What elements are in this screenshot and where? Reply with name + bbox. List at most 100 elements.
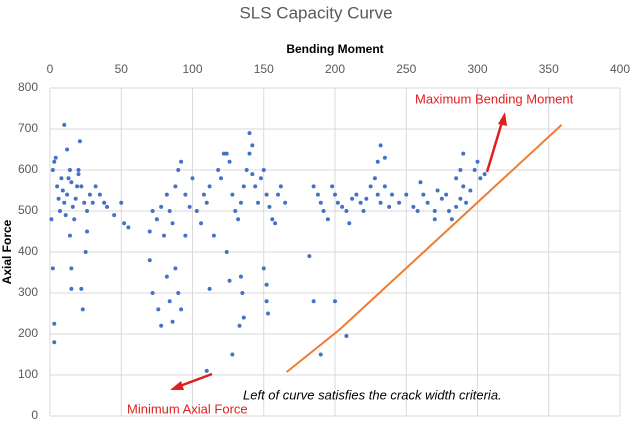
point	[216, 168, 221, 172]
y-tick-label: 800	[18, 80, 38, 94]
point	[162, 233, 166, 238]
point	[378, 143, 383, 148]
point	[52, 159, 57, 164]
point	[75, 184, 80, 189]
grid: 0 100 200 300 400 500 600 700 800 0 50 100 150 200 250…	[18, 62, 630, 422]
point	[241, 315, 246, 320]
point	[464, 200, 469, 205]
point	[264, 299, 269, 304]
point	[85, 209, 90, 213]
point	[87, 192, 92, 197]
point	[156, 307, 161, 312]
point	[266, 311, 271, 316]
point	[461, 184, 466, 189]
point	[261, 266, 266, 271]
point	[183, 192, 188, 197]
point	[390, 192, 394, 197]
point	[176, 291, 181, 295]
y-tick-label: 0	[31, 408, 38, 422]
point	[199, 221, 204, 226]
point	[167, 299, 172, 304]
point	[126, 225, 131, 230]
point	[411, 204, 416, 209]
point	[50, 266, 55, 271]
point	[307, 254, 312, 259]
point	[49, 217, 54, 222]
point	[150, 209, 155, 213]
point	[253, 184, 258, 189]
point	[344, 334, 349, 339]
point	[73, 196, 78, 201]
point	[421, 192, 426, 197]
point	[72, 217, 77, 222]
point	[69, 180, 74, 185]
point	[325, 217, 330, 222]
point	[387, 204, 392, 209]
point	[179, 159, 184, 164]
point	[76, 172, 81, 177]
point	[472, 168, 477, 172]
point	[372, 176, 377, 181]
point	[82, 200, 87, 205]
point	[432, 217, 437, 222]
point	[190, 176, 195, 181]
point	[454, 176, 459, 181]
point	[150, 291, 155, 295]
point	[475, 159, 480, 164]
point	[112, 213, 117, 218]
point	[333, 192, 337, 197]
point	[183, 233, 188, 238]
arrow	[170, 112, 507, 390]
point	[236, 217, 241, 222]
point	[227, 278, 232, 283]
point	[335, 200, 340, 205]
point	[444, 192, 449, 197]
y-axis-title: Axial Force	[0, 219, 14, 284]
point	[237, 323, 242, 328]
point	[63, 213, 68, 218]
point	[447, 209, 451, 213]
point	[458, 196, 463, 201]
point	[283, 200, 288, 205]
point	[315, 192, 320, 197]
point	[65, 147, 70, 152]
point	[83, 250, 88, 254]
point	[187, 204, 192, 209]
point	[264, 282, 269, 287]
point	[449, 217, 454, 222]
point	[147, 258, 152, 263]
y-tick-label: 300	[18, 285, 38, 299]
point	[159, 204, 164, 209]
point	[105, 204, 109, 209]
point	[60, 188, 65, 193]
point	[361, 209, 366, 213]
point	[69, 286, 74, 291]
point	[173, 184, 178, 189]
point	[311, 299, 316, 304]
point	[258, 176, 263, 181]
point	[122, 221, 127, 226]
point	[347, 221, 352, 226]
point	[164, 192, 169, 197]
point	[52, 321, 57, 326]
point	[56, 196, 61, 201]
point	[276, 192, 280, 197]
point	[382, 155, 387, 160]
point	[207, 184, 212, 189]
point	[221, 151, 226, 156]
x-tick-label: 200	[325, 62, 345, 76]
point	[224, 250, 229, 254]
chart-title: SLS Capacity Curve	[239, 3, 392, 22]
y-tick-label: 200	[18, 326, 38, 340]
point	[70, 204, 75, 209]
point	[278, 184, 283, 189]
point	[164, 274, 169, 279]
point	[57, 209, 62, 213]
arrow-head	[498, 112, 507, 126]
y-tick-label: 600	[18, 162, 38, 176]
point	[62, 122, 67, 127]
point	[230, 192, 235, 197]
arrow-line	[485, 121, 504, 173]
point	[333, 299, 337, 304]
point	[211, 233, 216, 238]
